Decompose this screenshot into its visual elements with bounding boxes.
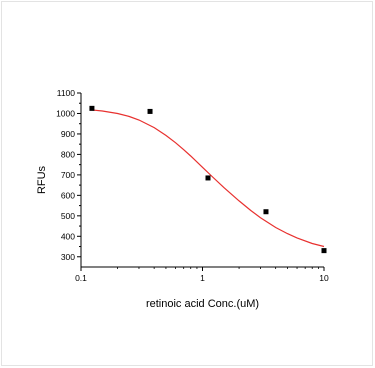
data-points [89, 105, 327, 254]
x-tick-label: 0.1 [75, 273, 87, 283]
y-tick-label: 400 [61, 231, 75, 241]
ticks: 300 400 500 600 700 800 900 1000 1100 0.1 1 10 [56, 88, 329, 283]
data-point [263, 209, 269, 215]
y-tick-label: 1100 [57, 88, 76, 98]
x-tick-label: 10 [319, 273, 329, 283]
y-tick-label: 800 [61, 149, 75, 159]
data-point [89, 105, 95, 111]
axes [80, 93, 324, 268]
data-point [147, 108, 153, 114]
x-tick-label: 1 [200, 273, 205, 283]
fit-curve [90, 109, 325, 248]
y-tick-label: 1000 [56, 108, 75, 118]
x-axis-label: retinoic acid Conc.(uM) [146, 298, 259, 310]
y-axis-label: RFUs [36, 165, 48, 194]
y-tick-label: 700 [61, 170, 75, 180]
y-tick-label: 500 [61, 211, 75, 221]
data-point [205, 175, 211, 181]
data-point [321, 248, 327, 254]
y-tick-label: 300 [61, 252, 75, 262]
y-tick-label: 600 [61, 190, 75, 200]
y-tick-label: 900 [61, 129, 75, 139]
